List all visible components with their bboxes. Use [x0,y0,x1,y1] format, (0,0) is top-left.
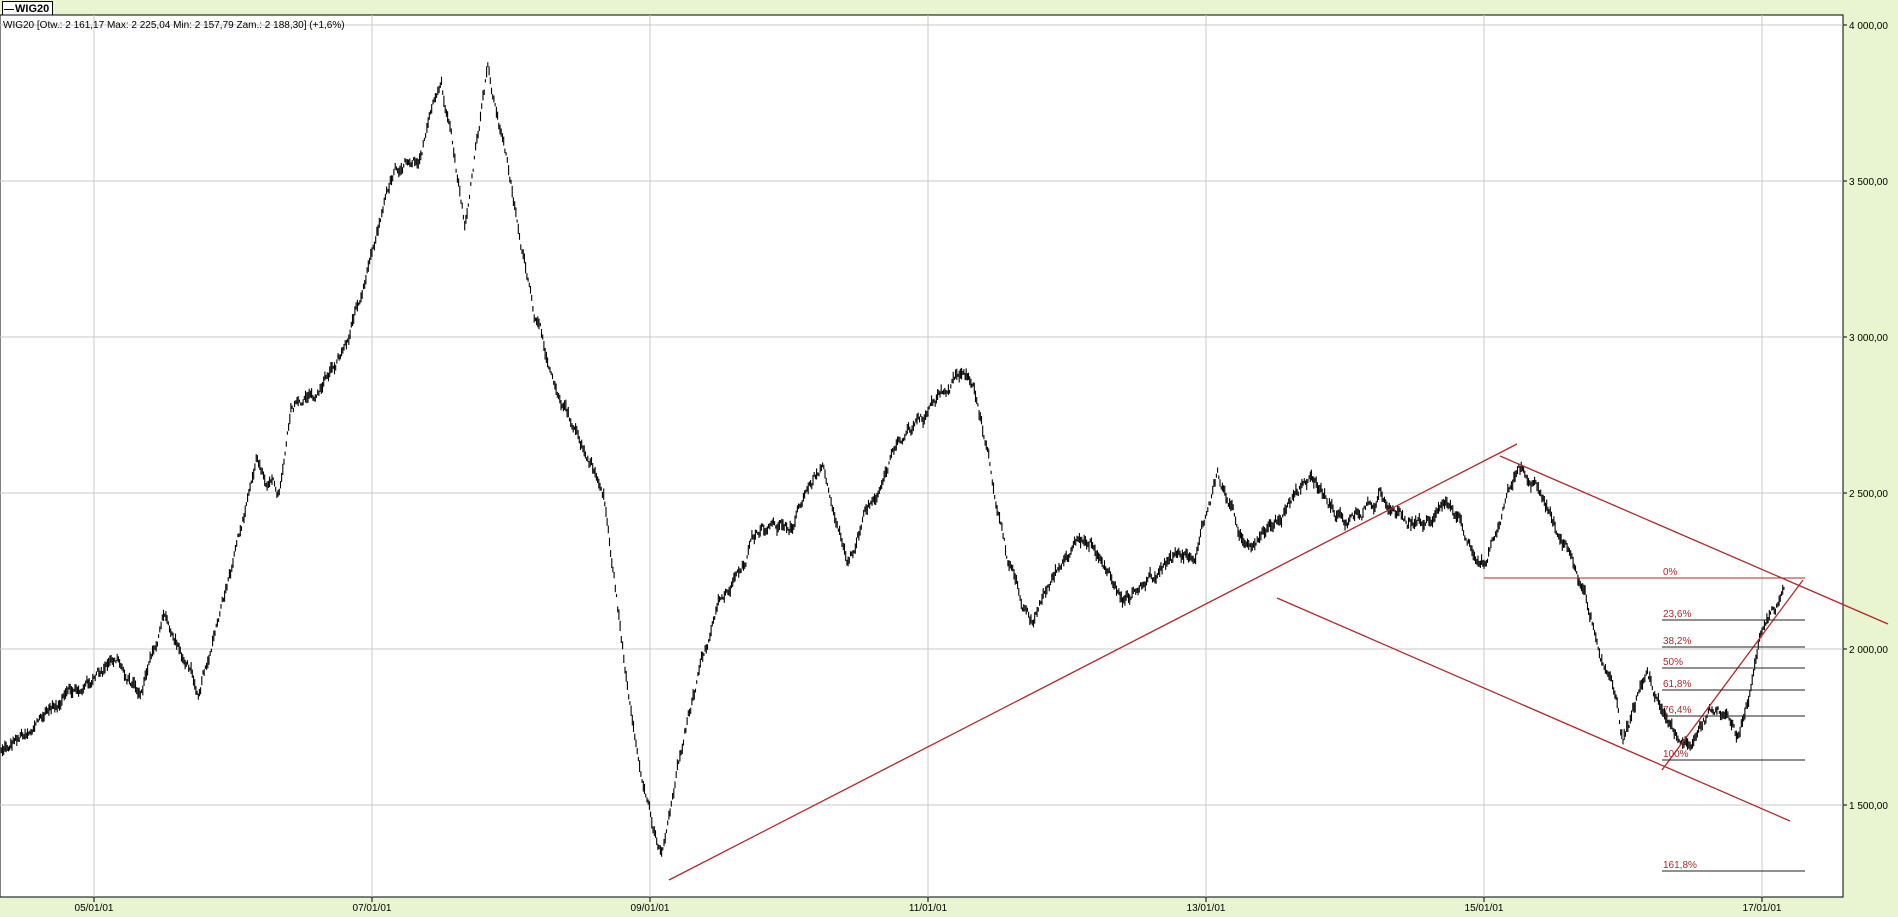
trendline [668,443,1518,881]
plot-area [0,14,1844,898]
legend-swatch [4,8,14,10]
y-axis: 1 500,00 2 000,00 2 500,00 3 000,00 3 500,00… [1843,21,1888,812]
trendline [1499,455,1889,625]
fib-label: 50% [1663,657,1683,668]
ohlc-info: WIG20 [Otw.: 2 161,17 Max: 2 225,04 Min:… [3,20,345,31]
x-tick-label: 05/01/01 [75,903,114,914]
x-tick-label: 15/01/01 [1465,903,1504,914]
trendlines [668,443,1889,881]
trendline [1661,579,1804,771]
fib-label: 23,6% [1663,609,1691,620]
fib-label: 100% [1663,749,1689,760]
x-tick-label: 13/01/01 [1187,903,1226,914]
y-tick-label: 2 000,00 [1849,645,1888,656]
fib-label: 38,2% [1663,636,1691,647]
fib-label: 161,8% [1663,860,1697,871]
fibonacci-retracement: 0% 23,6% 38,2% 50% 61,8% 76,4% 100% 161,8% [1484,567,1805,872]
legend-label: WIG20 [15,3,50,15]
fib-label: 61,8% [1663,679,1691,690]
x-tick-label: 11/01/01 [909,903,948,914]
y-tick-label: 1 500,00 [1849,801,1888,812]
grid-lines [0,15,1843,897]
price-series [0,62,1785,857]
x-axis: 05/01/01 07/01/01 09/01/01 11/01/01 13/01/01… [75,897,1782,914]
x-tick-label: 09/01/01 [631,903,670,914]
fib-label: 0% [1663,567,1678,578]
y-tick-label: 2 500,00 [1849,489,1888,500]
y-tick-label: 3 000,00 [1849,333,1888,344]
trendline [1276,597,1791,822]
y-tick-label: 4 000,00 [1849,21,1888,32]
y-tick-label: 3 500,00 [1849,177,1888,188]
x-tick-label: 07/01/01 [353,903,392,914]
fib-label: 76,4% [1663,705,1691,716]
x-tick-label: 17/01/01 [1743,903,1782,914]
